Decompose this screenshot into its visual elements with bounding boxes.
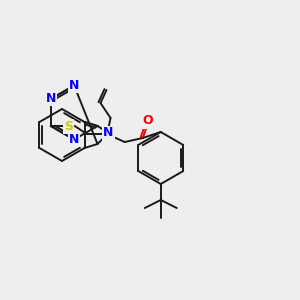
Text: N: N <box>103 127 114 140</box>
Text: S: S <box>64 119 73 133</box>
Text: N: N <box>69 79 79 92</box>
Text: O: O <box>142 115 153 128</box>
Text: N: N <box>46 92 56 104</box>
Text: N: N <box>69 133 79 146</box>
